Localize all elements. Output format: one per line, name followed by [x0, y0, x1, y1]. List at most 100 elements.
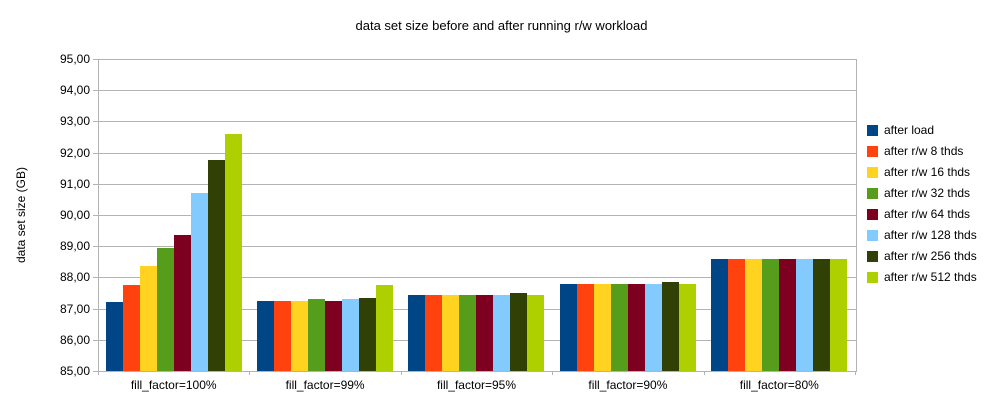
legend-item: after r/w 8 thds [867, 144, 977, 158]
legend-item: after r/w 32 thds [867, 186, 977, 200]
bar [644, 283, 662, 371]
x-category-label: fill_factor=90% [588, 378, 668, 392]
bar [678, 283, 696, 371]
bar [342, 299, 360, 371]
bar [627, 283, 645, 371]
y-tick-mark [93, 152, 98, 154]
y-tick-mark [93, 90, 98, 92]
y-tick-mark [93, 121, 98, 123]
x-category-label: fill_factor=95% [436, 378, 517, 392]
gridline [99, 215, 856, 216]
legend-swatch-icon [867, 250, 878, 262]
x-tick-mark [400, 371, 402, 375]
y-tick-mark [93, 215, 98, 216]
legend-label: after r/w 16 thds [884, 165, 971, 179]
bar [425, 294, 443, 371]
bar [376, 285, 394, 371]
gridline [99, 183, 856, 185]
legend-label: after r/w 8 thds [884, 144, 964, 158]
gridline [99, 90, 856, 92]
legend-item: after r/w 128 thds [867, 228, 977, 242]
legend-label: after r/w 64 thds [884, 207, 971, 221]
bar [493, 294, 511, 371]
legend-label: after r/w 128 thds [884, 228, 977, 242]
bar [779, 258, 797, 371]
bar-group [98, 59, 249, 371]
legend-item: after r/w 256 thds [867, 249, 977, 263]
legend-item: after r/w 64 thds [867, 207, 977, 221]
legend-label: after r/w 256 thds [884, 249, 977, 263]
legend: after load after r/w 8 thds after r/w 16 t… [867, 123, 977, 291]
legend-swatch-icon [867, 229, 878, 241]
bar [711, 258, 729, 371]
legend-swatch-icon [867, 208, 878, 220]
bar [559, 283, 577, 371]
bar [325, 300, 343, 371]
bar [576, 283, 594, 371]
bar [762, 258, 780, 371]
y-tick-label: 86,00 [59, 332, 90, 347]
legend-swatch-icon [867, 145, 878, 157]
gridline [99, 277, 856, 279]
y-tick-label: 85,00 [59, 364, 90, 378]
chart-title: data set size before and after running r… [355, 18, 648, 33]
bar [527, 294, 545, 371]
bar-group [704, 59, 855, 371]
bar [308, 299, 326, 371]
x-tick-mark [855, 371, 856, 375]
y-tick-mark [93, 59, 98, 60]
bar [830, 258, 848, 371]
bar [728, 258, 746, 371]
y-tick-label: 90,00 [59, 208, 90, 222]
bar-group [249, 59, 400, 371]
y-tick-label: 93,00 [59, 114, 90, 129]
bar [224, 133, 242, 371]
gridline [99, 152, 856, 154]
legend-item: after r/w 512 thds [867, 270, 977, 284]
y-tick-label: 89,00 [59, 239, 90, 254]
x-category-label: fill_factor=80% [739, 378, 819, 392]
legend-label: after load [884, 123, 935, 137]
bar [291, 300, 309, 371]
bar [796, 258, 814, 371]
bar [257, 300, 275, 371]
legend-label: after r/w 32 thds [884, 186, 971, 200]
y-axis-title: data set size (GB) [14, 166, 28, 264]
legend-item: after r/w 16 thds [867, 165, 977, 179]
legend-swatch-icon [867, 271, 878, 283]
y-tick-label: 95,00 [59, 52, 90, 66]
legend-swatch-icon [867, 187, 878, 199]
y-tick-label: 91,00 [59, 176, 90, 191]
bar [593, 283, 611, 371]
gridline [99, 121, 856, 123]
bar-group [552, 59, 703, 371]
y-tick-label: 87,00 [59, 301, 90, 316]
y-tick-mark [93, 339, 98, 341]
bar [105, 302, 123, 371]
bar [207, 160, 225, 371]
y-tick-mark [93, 277, 98, 279]
bar [274, 300, 292, 371]
bar [122, 285, 140, 371]
bar [661, 282, 679, 371]
bar [408, 294, 426, 371]
bar-group [401, 59, 552, 371]
bar [173, 235, 191, 371]
legend-label: after r/w 512 thds [884, 270, 977, 284]
bar [813, 258, 831, 371]
y-tick-mark [93, 246, 98, 248]
legend-swatch-icon [867, 166, 878, 178]
x-tick-mark [552, 371, 554, 375]
x-tick-mark [98, 371, 99, 375]
bar [156, 247, 174, 371]
legend-swatch-icon [867, 124, 878, 136]
y-tick-label: 94,00 [59, 83, 90, 98]
bar [610, 283, 628, 371]
y-tick-mark [93, 371, 98, 372]
y-tick-label: 88,00 [59, 270, 90, 285]
bar [745, 258, 763, 371]
bar [459, 294, 477, 371]
bar [476, 294, 494, 371]
y-tick-label: 92,00 [59, 145, 90, 160]
